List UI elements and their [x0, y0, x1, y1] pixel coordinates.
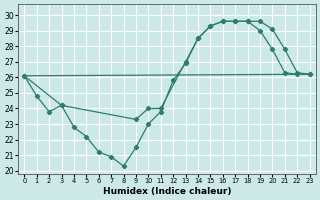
X-axis label: Humidex (Indice chaleur): Humidex (Indice chaleur) — [103, 187, 231, 196]
